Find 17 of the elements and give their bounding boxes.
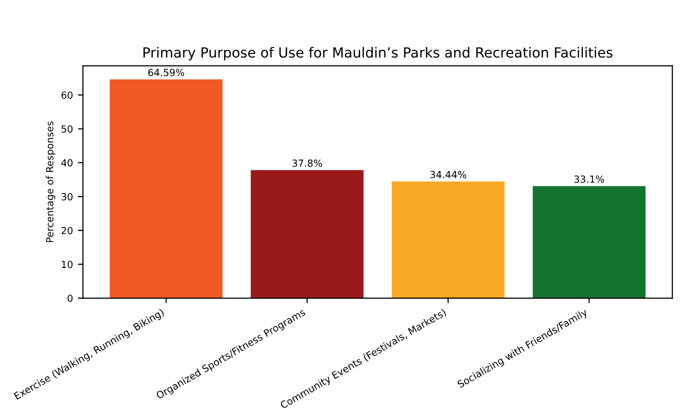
bar [250, 170, 364, 298]
data-label: 37.8% [292, 160, 322, 167]
y-tick-label: 40 [61, 159, 73, 167]
data-label: 33.1% [574, 175, 604, 183]
bar [392, 182, 505, 298]
y-tick-label: 20 [62, 226, 73, 234]
y-tick-label: 30 [62, 193, 73, 200]
data-label: 34.44% [430, 170, 466, 178]
y-tick-label: 60 [62, 91, 73, 99]
bar [110, 79, 223, 298]
data-label: 64.59% [148, 68, 184, 76]
y-tick-label: 50 [62, 125, 73, 133]
bar [532, 186, 646, 298]
y-tick-label: 10 [62, 260, 73, 268]
y-axis-title: Percentage of Responses [46, 121, 56, 242]
y-tick-label: 0 [68, 294, 73, 302]
chart-title: Primary Purpose of Use for Mauldin’s Parks and Recreation Facilities [143, 46, 612, 60]
